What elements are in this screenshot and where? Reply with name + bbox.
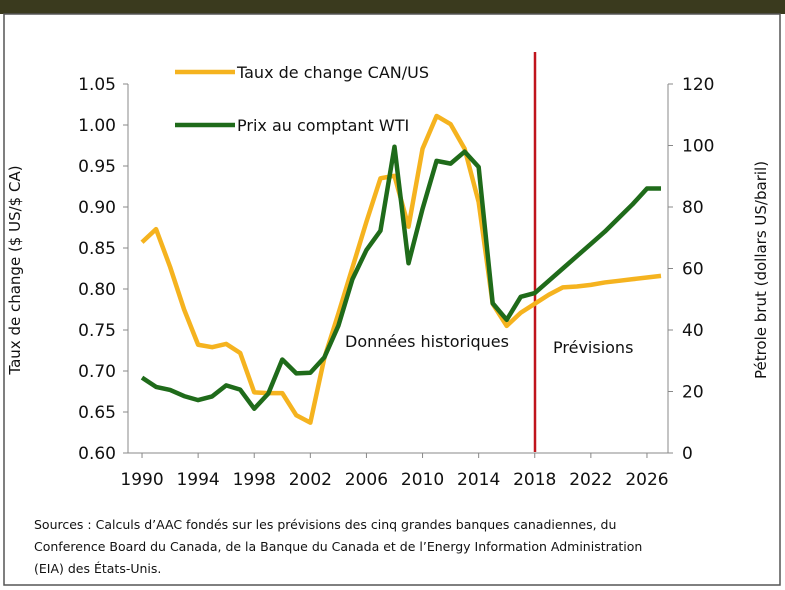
x-tick-label: 1994	[176, 470, 219, 490]
y-tick-label: 1.00	[78, 116, 116, 136]
y-tick-label: 1.05	[78, 75, 116, 95]
legend-label: Prix au comptant WTI	[237, 116, 409, 135]
y2-tick-label: 20	[682, 383, 704, 403]
annotation: Prévisions	[553, 338, 633, 357]
y-tick-label: 0.75	[78, 321, 116, 341]
series-line	[140, 144, 661, 411]
x-tick-label: 2006	[345, 470, 388, 490]
y2-tick-label: 80	[682, 198, 704, 218]
frame	[3, 13, 781, 586]
x-tick-label: 2026	[625, 470, 668, 490]
x-tick-label: 1998	[233, 470, 276, 490]
x-tick-label: 1990	[120, 470, 163, 490]
x-tick-label: 2002	[289, 470, 332, 490]
y2-axis-label: Pétrole brut (dollars US/baril)	[752, 161, 770, 379]
y-tick-label: 0.60	[78, 444, 116, 464]
y-tick-label: 0.65	[78, 403, 116, 423]
top-bar	[0, 0, 785, 14]
y-axis-label: Taux de change ($ US/$ CA)	[6, 165, 24, 375]
y-tick-label: 0.90	[78, 198, 116, 218]
source: Sources : Calculs d’AAC fondés sur les p…	[34, 517, 616, 532]
y2-tick-label: 100	[682, 137, 714, 157]
x-tick-label: 2022	[569, 470, 612, 490]
y2-tick-label: 0	[682, 444, 693, 464]
legend-label: Taux de change CAN/US	[236, 63, 429, 82]
y2-tick-label: 60	[682, 260, 704, 280]
x-tick-label: 2014	[457, 470, 500, 490]
source: (EIA) des États-Unis.	[34, 561, 161, 576]
x-tick-label: 2010	[401, 470, 444, 490]
y-tick-label: 0.80	[78, 280, 116, 300]
y-tick-label: 0.95	[78, 157, 116, 177]
y-tick-label: 0.85	[78, 239, 116, 259]
annotation: Données historiques	[345, 332, 509, 351]
x-tick-label: 2018	[513, 470, 556, 490]
y2-tick-label: 120	[682, 75, 714, 95]
y2-tick-label: 40	[682, 321, 704, 341]
source: Conference Board du Canada, de la Banque…	[34, 539, 642, 554]
y-tick-label: 0.70	[78, 362, 116, 382]
